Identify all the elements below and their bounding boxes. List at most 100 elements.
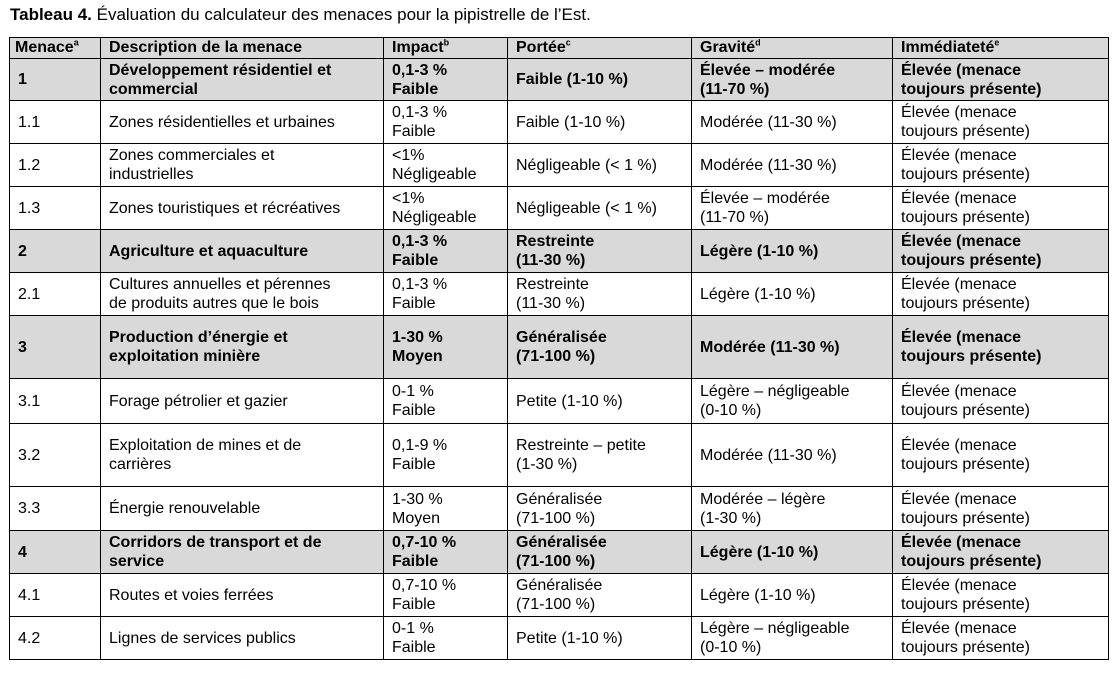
cell-text-line: 3.1 [18, 392, 41, 410]
portee-cell: Généralisée (71-100 %) [507, 530, 692, 574]
cell-text-line: Routes et voies ferrées [109, 586, 274, 604]
impact-cell: <1% Négligeable [383, 143, 508, 187]
cell-text-line: Généralisée [516, 329, 607, 346]
menace-cell: 3 [9, 315, 101, 379]
menace-cell: 3.2 [9, 423, 101, 487]
table-body: 1 Développement résidentiel et commercial 0… [9, 58, 1109, 660]
table-row: 4.2 Lignes de services publics 0-1 % Faible… [9, 616, 1109, 660]
cell-text-line: Faible [392, 123, 436, 140]
gravite-cell: Élevée – modérée (11-70 %) [691, 186, 893, 230]
cell-text-line: Petite (1-10 %) [516, 392, 623, 410]
immediatete-cell: Élevée (menace toujours présente) [892, 573, 1109, 617]
cell-text-line: Faible [392, 80, 439, 98]
cell-text-line: Généralisée [516, 490, 603, 508]
table-group-row: 4 Corridors de transport et de service 0,7-… [9, 530, 1109, 574]
menace-cell: 4.2 [9, 616, 101, 660]
cell-text-line: Négligeable [392, 166, 477, 183]
threat-assessment-table: Menacea Description de la menace Impactb… [9, 37, 1109, 660]
immediatete-cell: Élevée (menace toujours présente) [892, 143, 1109, 187]
cell-text-line: Élevée (menace [901, 104, 1017, 121]
portee-cell: Négligeable (< 1 %) [507, 143, 692, 187]
cell-text-line: 0,1-3 % [392, 233, 448, 250]
cell-text-line: commercial [109, 80, 198, 98]
cell-text-line: Élevée (menace [901, 147, 1017, 164]
immediatete-cell: Élevée (menace toujours présente) [892, 530, 1109, 574]
portee-cell: Négligeable (< 1 %) [507, 186, 692, 230]
cell-text-line: (1-30 %) [516, 456, 578, 473]
immediatete-cell: Élevée (menace toujours présente) [892, 229, 1109, 273]
cell-text-line: Faible (1-10 %) [516, 71, 629, 88]
cell-text-line: (11-30 %) [516, 252, 586, 269]
cell-text-line: Élevée (menace [901, 577, 1017, 594]
cell-text-line: toujours présente) [901, 553, 1042, 570]
cell-text-line: 0-1 % [392, 383, 434, 400]
impact-cell: 0-1 % Faible [383, 378, 508, 424]
cell-text-line: 0-1 % [392, 620, 434, 637]
cell-text-line: Petite (1-10 %) [516, 629, 623, 647]
cell-text-line: Élevée (menace [901, 233, 1022, 250]
table-header-row: Menacea Description de la menace Impactb… [9, 37, 1109, 59]
impact-cell: 0,7-10 % Faible [383, 573, 508, 617]
cell-text-line: Faible [392, 553, 439, 570]
table-row: 1.1 Zones résidentielles et urbaines 0,1-3… [9, 100, 1109, 144]
cell-text-line: Élevée (menace [901, 61, 1022, 79]
gravite-cell: Élevée – modérée (11-70 %) [691, 58, 893, 101]
cell-text-line: Modérée – légère [700, 490, 826, 508]
description-cell: Agriculture et aquaculture [100, 229, 384, 273]
cell-text-line: 1.1 [18, 113, 41, 131]
gravite-cell: Modérée – légère (1-30 %) [691, 486, 893, 531]
cell-text-line: Faible [392, 402, 436, 419]
cell-text-line: Généralisée [516, 534, 607, 551]
gravite-cell: Modérée (11-30 %) [691, 315, 893, 379]
cell-text-line: Modérée (11-30 %) [700, 446, 837, 464]
menace-cell: 4.1 [9, 573, 101, 617]
header-impact: Impactb [383, 37, 508, 59]
impact-cell: 1-30 % Moyen [383, 315, 508, 379]
table-caption: Tableau 4. Évaluation du calculateur des… [10, 4, 591, 26]
cell-text-line: 2 [18, 242, 27, 260]
cell-text-line: (0-10 %) [700, 639, 762, 656]
description-cell: Lignes de services publics [100, 616, 384, 660]
cell-text-line: toujours présente) [901, 596, 1030, 613]
description-cell: Cultures annuelles et pérennes de produit… [100, 272, 384, 316]
cell-text-line: 4 [18, 543, 27, 561]
immediatete-cell: Élevée (menace toujours présente) [892, 378, 1109, 424]
cell-text-line: 2.1 [18, 285, 41, 303]
cell-text-line: 1 [18, 71, 27, 88]
immediatete-cell: Élevée (menace toujours présente) [892, 186, 1109, 230]
cell-text-line: 1.3 [18, 199, 41, 217]
table-row: 1.3 Zones touristiques et récréatives <1% N… [9, 186, 1109, 230]
impact-cell: 0,7-10 % Faible [383, 530, 508, 574]
cell-text-line: Légère (1-10 %) [700, 586, 816, 604]
cell-text-line: toujours présente) [901, 209, 1030, 226]
menace-cell: 3.3 [9, 486, 101, 531]
cell-text-line: Légère (1-10 %) [700, 242, 819, 260]
portee-cell: Faible (1-10 %) [507, 58, 692, 101]
cell-text-line: Élevée (menace [901, 490, 1017, 508]
cell-text-line: Modérée (11-30 %) [700, 338, 840, 356]
cell-text-line: toujours présente) [901, 509, 1030, 527]
portee-cell: Généralisée (71-100 %) [507, 315, 692, 379]
cell-text-line: 4.2 [18, 629, 41, 647]
cell-text-line: 0,1-3 % [392, 276, 448, 293]
cell-text-line: Zones commerciales et [109, 147, 275, 164]
cell-text-line: Zones résidentielles et urbaines [109, 113, 335, 131]
cell-text-line: 1.2 [18, 156, 41, 174]
cell-text-line: Restreinte [516, 233, 595, 250]
cell-text-line: 0,1-9 % [392, 437, 448, 454]
cell-text-line: Légère – négligeable [700, 620, 850, 637]
description-cell: Production d’énergie et exploitation mini… [100, 315, 384, 379]
cell-text-line: toujours présente) [901, 348, 1042, 365]
cell-text-line: Énergie renouvelable [109, 500, 261, 517]
header-gravite: Gravitéd [691, 37, 893, 59]
cell-text-line: toujours présente) [901, 295, 1030, 312]
impact-cell: 0,1-9 % Faible [383, 423, 508, 487]
cell-text-line: Élevée (menace [901, 534, 1022, 551]
gravite-cell: Légère – négligeable (0-10 %) [691, 616, 893, 660]
table-group-row: 1 Développement résidentiel et commercial 0… [9, 58, 1109, 101]
cell-text-line: 3 [18, 338, 27, 356]
cell-text-line: 1-30 % [392, 490, 443, 508]
immediatete-cell: Élevée (menace toujours présente) [892, 423, 1109, 487]
cell-text-line: toujours présente) [901, 402, 1030, 419]
